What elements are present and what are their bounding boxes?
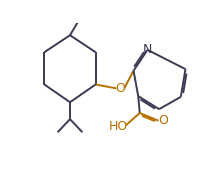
Text: O: O bbox=[115, 82, 125, 95]
Text: HO: HO bbox=[108, 120, 128, 133]
Text: O: O bbox=[158, 114, 168, 127]
Text: N: N bbox=[143, 43, 152, 56]
